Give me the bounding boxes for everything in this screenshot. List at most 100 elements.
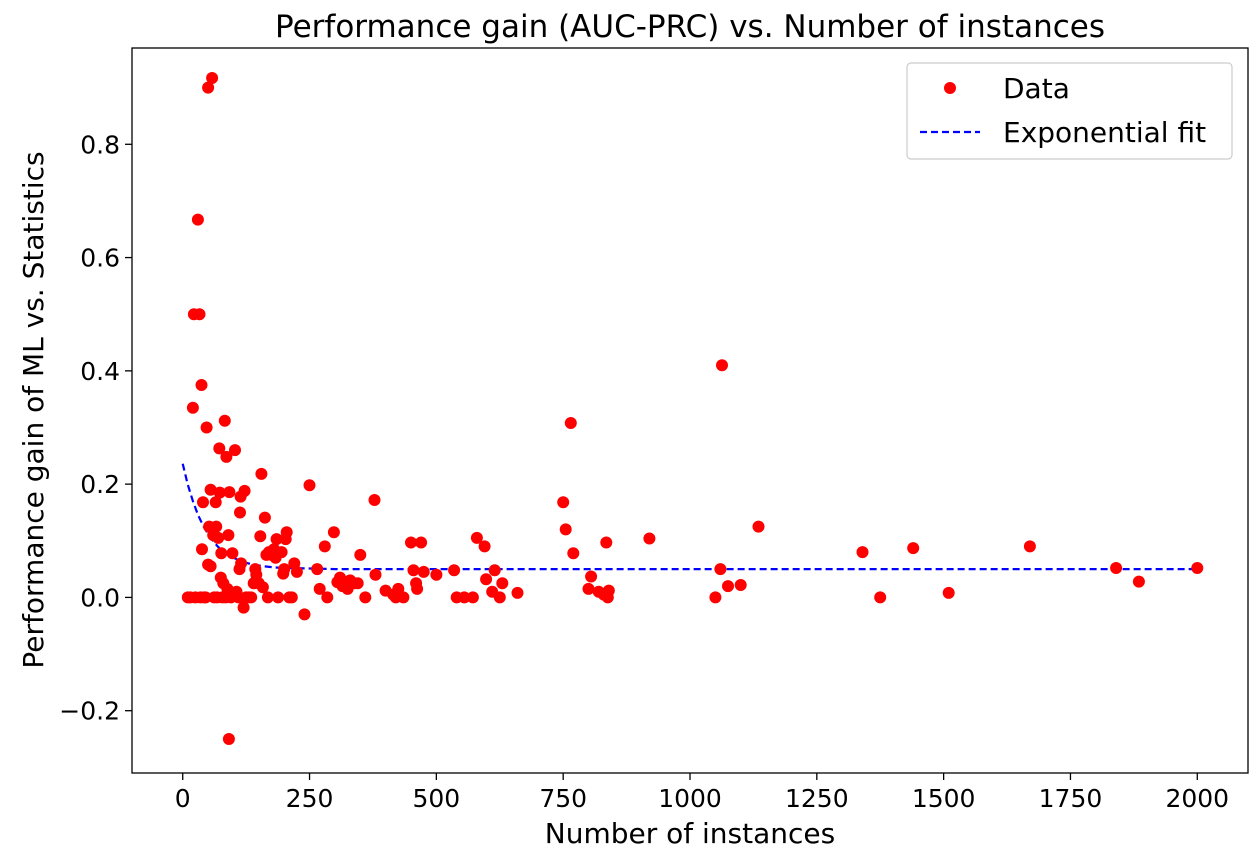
data-point: [359, 591, 372, 604]
data-point: [212, 531, 225, 544]
x-tick-label: 1500: [912, 784, 976, 813]
data-point: [255, 467, 268, 480]
data-point: [199, 591, 212, 604]
x-tick-label: 1250: [785, 784, 849, 813]
legend-data-marker: [944, 82, 956, 94]
x-tick-label: 1000: [658, 784, 722, 813]
data-point: [245, 591, 258, 604]
data-point: [321, 591, 334, 604]
data-point: [213, 442, 226, 455]
data-point: [196, 543, 208, 556]
data-point: [226, 547, 239, 560]
data-point: [856, 546, 869, 559]
x-tick-label: 2000: [1165, 784, 1229, 813]
data-point: [493, 591, 506, 604]
fit-series: [181, 463, 1198, 571]
data-point: [204, 483, 217, 496]
y-tick-label: 0.0: [80, 583, 120, 612]
legend-data-label: Data: [1003, 72, 1070, 105]
data-point: [496, 577, 509, 590]
data-point: [559, 523, 572, 536]
data-point: [280, 526, 293, 539]
data-point: [602, 584, 615, 597]
data-point: [254, 530, 267, 543]
data-point: [480, 573, 493, 586]
data-point: [430, 568, 443, 581]
data-point: [874, 591, 887, 604]
data-point: [193, 308, 206, 321]
chart-title: Performance gain (AUC-PRC) vs. Number of…: [275, 9, 1105, 45]
data-point: [202, 81, 215, 94]
data-point: [186, 401, 199, 414]
data-point: [466, 591, 479, 604]
data-point: [303, 479, 316, 492]
data-point: [256, 581, 269, 594]
data-point: [285, 591, 298, 604]
data-point: [261, 591, 274, 604]
data-point: [411, 582, 424, 595]
data-point: [195, 379, 208, 391]
data-point: [235, 557, 248, 570]
legend-box: [906, 62, 1233, 160]
data-point: [478, 540, 491, 553]
data-point: [600, 536, 613, 549]
y-tick-label: −0.2: [59, 697, 120, 726]
y-tick-label: 0.4: [80, 357, 120, 386]
data-point: [405, 536, 417, 549]
y-tick-label: 0.8: [80, 130, 120, 159]
data-point: [229, 444, 241, 457]
data-point: [298, 608, 311, 621]
legend: Data Exponential fit: [906, 62, 1233, 160]
legend-fit-label: Exponential fit: [1003, 116, 1206, 149]
data-point: [220, 450, 233, 463]
y-axis-label: Performance gain of ML vs. Statistics: [17, 151, 50, 668]
y-tick-label: 0.2: [80, 470, 120, 499]
data-point: [407, 564, 420, 577]
data-point: [258, 511, 271, 524]
data-point: [643, 532, 656, 545]
data-point: [313, 582, 326, 595]
data-point: [237, 601, 250, 614]
data-point: [197, 496, 209, 509]
data-point: [417, 565, 430, 578]
data-point: [942, 586, 955, 599]
data-point: [278, 563, 291, 576]
data-series: [181, 72, 1204, 745]
data-point: [200, 421, 213, 434]
data-point: [222, 733, 235, 745]
data-point: [1110, 562, 1123, 574]
data-point: [354, 548, 367, 561]
data-point: [752, 520, 765, 533]
data-point: [223, 486, 236, 499]
data-point: [327, 526, 340, 539]
x-tick-label: 0: [175, 784, 191, 813]
data-point: [734, 579, 747, 591]
data-point: [213, 486, 226, 499]
data-point: [415, 536, 428, 549]
data-point: [209, 496, 222, 509]
data-point: [204, 560, 217, 573]
data-point: [270, 533, 283, 546]
data-point: [238, 484, 251, 497]
data-point: [488, 564, 501, 577]
data-point: [397, 591, 410, 604]
data-point: [714, 563, 727, 576]
data-point: [222, 529, 235, 542]
x-tick-label: 500: [413, 784, 461, 813]
fit-line: [181, 463, 1198, 571]
x-tick-label: 250: [286, 784, 334, 813]
data-point: [907, 542, 920, 555]
data-point: [1191, 562, 1204, 574]
data-point: [290, 565, 303, 578]
data-point: [318, 540, 331, 553]
data-point: [582, 582, 595, 595]
data-point: [191, 213, 204, 226]
data-point: [215, 547, 228, 560]
data-point: [709, 591, 722, 604]
data-point: [1132, 575, 1145, 588]
data-point: [470, 531, 483, 544]
data-point: [206, 72, 219, 84]
data-point: [716, 359, 728, 372]
data-point: [567, 547, 580, 560]
x-tick-label: 1750: [1039, 784, 1103, 813]
